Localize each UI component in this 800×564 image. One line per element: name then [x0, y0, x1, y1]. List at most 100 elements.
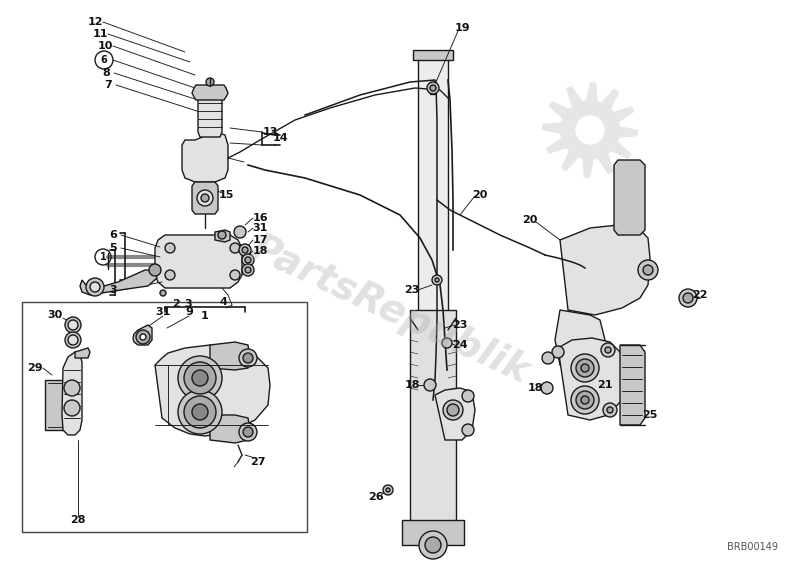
- Text: 3: 3: [184, 299, 192, 309]
- Circle shape: [178, 356, 222, 400]
- Circle shape: [165, 243, 175, 253]
- Circle shape: [601, 343, 615, 357]
- Circle shape: [230, 243, 240, 253]
- Circle shape: [218, 231, 226, 239]
- Text: 7: 7: [104, 80, 112, 90]
- Text: BRB00149: BRB00149: [727, 542, 778, 552]
- Circle shape: [576, 391, 594, 409]
- Circle shape: [68, 335, 78, 345]
- Circle shape: [427, 82, 439, 94]
- Text: 4: 4: [219, 297, 227, 307]
- Polygon shape: [182, 132, 228, 182]
- Circle shape: [234, 226, 246, 238]
- FancyBboxPatch shape: [22, 302, 307, 532]
- Circle shape: [383, 485, 393, 495]
- Circle shape: [638, 260, 658, 280]
- Circle shape: [201, 194, 209, 202]
- Circle shape: [165, 270, 175, 280]
- Text: 6: 6: [101, 55, 107, 65]
- Circle shape: [542, 352, 554, 364]
- Circle shape: [197, 190, 213, 206]
- Polygon shape: [80, 270, 157, 295]
- Text: 10: 10: [98, 41, 113, 51]
- Text: PartsRepublik: PartsRepublik: [245, 228, 535, 391]
- Text: 23: 23: [452, 320, 468, 330]
- Circle shape: [424, 379, 436, 391]
- Circle shape: [243, 427, 253, 437]
- Text: 18: 18: [252, 246, 268, 256]
- Text: 18: 18: [404, 380, 420, 390]
- Polygon shape: [133, 325, 152, 345]
- Circle shape: [245, 267, 251, 273]
- Circle shape: [419, 531, 447, 559]
- Circle shape: [230, 270, 240, 280]
- Circle shape: [442, 338, 452, 348]
- Circle shape: [242, 254, 254, 266]
- Circle shape: [581, 396, 589, 404]
- Circle shape: [192, 370, 208, 386]
- Text: 1: 1: [100, 252, 106, 262]
- Text: 18: 18: [527, 383, 542, 393]
- Polygon shape: [558, 338, 625, 420]
- Circle shape: [140, 334, 146, 340]
- Circle shape: [643, 265, 653, 275]
- Text: 15: 15: [218, 190, 234, 200]
- Circle shape: [68, 320, 78, 330]
- Circle shape: [86, 278, 104, 296]
- Polygon shape: [198, 90, 222, 137]
- Text: 21: 21: [598, 380, 613, 390]
- Circle shape: [184, 362, 216, 394]
- Text: 20: 20: [522, 215, 538, 225]
- Circle shape: [541, 382, 553, 394]
- Circle shape: [447, 404, 459, 416]
- Circle shape: [136, 330, 150, 344]
- Text: 12: 12: [87, 17, 102, 27]
- Polygon shape: [402, 520, 464, 545]
- Text: 8: 8: [102, 68, 110, 78]
- Polygon shape: [62, 352, 82, 435]
- Polygon shape: [45, 380, 65, 430]
- Circle shape: [607, 407, 613, 413]
- Polygon shape: [620, 345, 645, 425]
- Circle shape: [432, 275, 442, 285]
- Polygon shape: [192, 182, 218, 214]
- Text: 23: 23: [404, 285, 420, 295]
- Circle shape: [576, 116, 604, 144]
- Text: 29: 29: [27, 363, 43, 373]
- Circle shape: [206, 78, 214, 86]
- Text: 17: 17: [252, 235, 268, 245]
- Circle shape: [160, 290, 166, 296]
- Circle shape: [239, 423, 257, 441]
- Circle shape: [64, 380, 80, 396]
- Circle shape: [239, 349, 257, 367]
- Text: 1: 1: [201, 311, 209, 321]
- Circle shape: [184, 396, 216, 428]
- Text: 3: 3: [109, 285, 117, 295]
- Text: 28: 28: [70, 515, 86, 525]
- Text: 31: 31: [252, 223, 268, 233]
- Circle shape: [245, 257, 251, 263]
- Circle shape: [581, 364, 589, 372]
- Circle shape: [192, 404, 208, 420]
- Circle shape: [178, 390, 222, 434]
- Circle shape: [571, 354, 599, 382]
- Circle shape: [571, 386, 599, 414]
- Text: 16: 16: [252, 213, 268, 223]
- Circle shape: [64, 400, 80, 416]
- Polygon shape: [410, 310, 456, 530]
- Circle shape: [683, 293, 693, 303]
- Text: 25: 25: [642, 410, 658, 420]
- Polygon shape: [75, 348, 90, 358]
- Circle shape: [576, 359, 594, 377]
- Circle shape: [552, 346, 564, 358]
- Text: 19: 19: [454, 23, 470, 33]
- Text: 27: 27: [250, 457, 266, 467]
- Circle shape: [425, 537, 441, 553]
- Polygon shape: [155, 345, 270, 436]
- Polygon shape: [542, 82, 638, 178]
- Circle shape: [242, 247, 248, 253]
- Circle shape: [605, 347, 611, 353]
- Polygon shape: [210, 342, 250, 370]
- Circle shape: [239, 244, 251, 256]
- Text: 13: 13: [262, 127, 278, 137]
